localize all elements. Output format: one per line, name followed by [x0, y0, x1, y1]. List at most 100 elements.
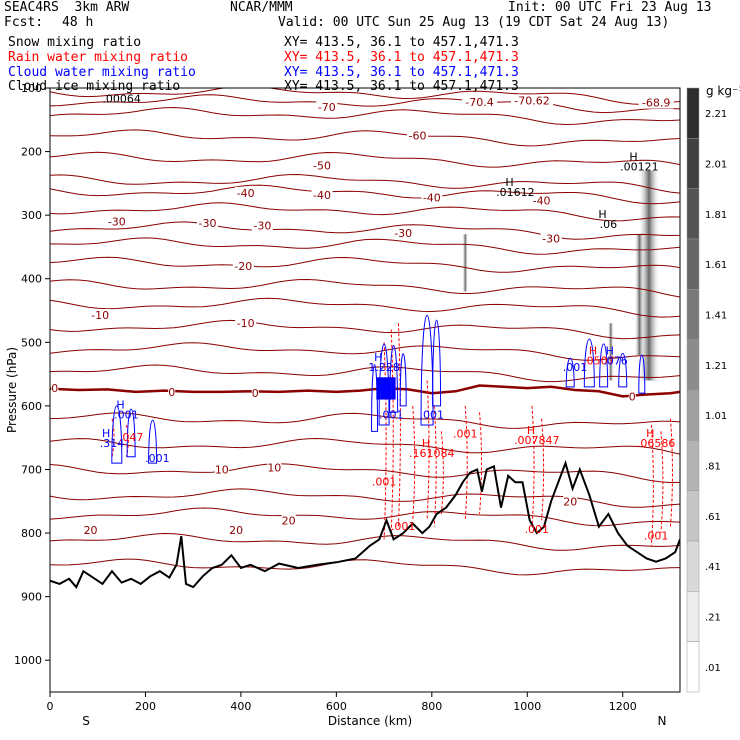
extremum-label: H.161084: [409, 437, 455, 460]
extremum-label: .00064: [102, 93, 141, 106]
extremum-value: .001: [379, 409, 404, 422]
temperature-contour-labels: -70 -70.4 -70.62 -68.9 -60 -50 -40 -40 -40 -40 -30…: [51, 94, 674, 537]
temperature-contour-line: [50, 278, 680, 298]
terrain-profile: [50, 459, 680, 589]
x-axis-title: Distance (km): [328, 714, 412, 728]
extremum-marker: H: [374, 351, 382, 364]
cloud-water-contour: [148, 419, 158, 464]
rain-contour: [433, 405, 437, 527]
extremum-label: .001: [379, 409, 404, 422]
x-tick-label: 1200: [609, 700, 637, 713]
temperature-contour-line: [50, 319, 680, 340]
temperature-contour-line: [50, 237, 680, 255]
colorbar-swatch: [686, 591, 700, 642]
colorbar-label: 2.01: [705, 160, 727, 171]
colorbar-swatch: [686, 490, 700, 542]
x-tick-label: 400: [230, 700, 251, 713]
temperature-label: 0: [168, 386, 175, 399]
temperature-label: -70.4: [465, 96, 493, 109]
temperature-label: 20: [229, 524, 243, 537]
extremum-label: H.01612: [496, 176, 535, 199]
temperature-label: -30: [542, 233, 560, 246]
extremum-marker: H: [116, 399, 124, 412]
extremum-value: .00064: [102, 93, 141, 106]
extremum-label: .001: [372, 475, 397, 488]
temperature-label: 10: [267, 462, 281, 475]
temperature-label: 20: [563, 495, 577, 508]
temperature-contour-line: [50, 342, 680, 361]
extremum-value: 1.228: [368, 361, 400, 374]
x-tick-label: 0: [47, 700, 54, 713]
colorbar-swatch: [686, 238, 700, 290]
extremum-marker: H: [598, 208, 606, 221]
x-tick-label: 800: [421, 700, 442, 713]
colorbar-swatch: [686, 87, 700, 139]
colorbar-label: .61: [705, 512, 721, 523]
rain-contour: [440, 431, 444, 515]
rain-contour: [397, 323, 401, 527]
colorbar-swatch: [686, 389, 700, 441]
extremum-value: .001: [391, 520, 416, 533]
temperature-label: -10: [91, 309, 109, 322]
temperature-label: -20: [234, 260, 252, 273]
cloud-water-contour: [371, 364, 379, 432]
cloud-water-contour: [638, 354, 646, 394]
extremum-value: .0507: [583, 355, 615, 368]
snow-ice-shading: [462, 170, 660, 381]
temperature-label: -68.9: [642, 97, 670, 110]
y-tick-label: 800: [21, 527, 42, 540]
extremum-value: .001: [525, 523, 550, 536]
extrema-labels: .00064H.01612H.00121H.06H.001H.314.047.0…: [100, 93, 676, 543]
extremum-label: H.001: [114, 399, 139, 422]
temperature-contour-line: [50, 507, 680, 527]
moisture-contours: [111, 314, 673, 546]
extremum-label: .001: [453, 428, 478, 441]
temperature-label: 20: [282, 514, 296, 527]
temperature-contour-line: [50, 221, 680, 240]
cloud-water-core: [376, 377, 381, 400]
temperature-contour-line: [50, 173, 680, 194]
extremum-label: H.007847: [514, 424, 560, 447]
x-tick-label: 600: [326, 700, 347, 713]
temperature-contour-line: [50, 106, 680, 126]
temperature-contour-line: [50, 463, 680, 484]
shade-column-3: [607, 323, 614, 381]
extremum-marker: H: [589, 345, 597, 358]
terrain-line: [50, 459, 680, 589]
temperature-contours: [50, 88, 680, 576]
cloud-water-contour: [618, 352, 628, 388]
shade-column-2: [462, 234, 469, 292]
temperature-label: -60: [409, 130, 427, 143]
y-tick-label: 600: [21, 400, 42, 413]
colorbar-label: 1.21: [705, 361, 727, 372]
temperature-label: 0: [51, 382, 58, 395]
x-axis: 0 200 400 600 800 1000 1200: [47, 692, 637, 713]
y-tick-label: 700: [21, 463, 42, 476]
temperature-contour-line: [50, 558, 680, 576]
extremum-label: H.00121: [620, 151, 659, 174]
colorbar-label: 1.41: [705, 311, 727, 322]
temperature-label: -40: [533, 195, 551, 208]
extremum-value: .001: [453, 428, 478, 441]
colorbar-label: .21: [705, 613, 721, 624]
y-tick-label: 900: [21, 591, 42, 604]
extremum-value: .01612: [496, 186, 535, 199]
temperature-contour-line: [50, 151, 680, 168]
y-axis-title: Pressure (hPa): [5, 347, 19, 433]
extremum-label: H1.228: [368, 351, 400, 374]
colorbar-swatch: [686, 138, 700, 189]
cloud-water-core: [391, 377, 396, 400]
rain-contour: [669, 418, 673, 527]
extremum-value: .001: [644, 529, 669, 542]
cloud-water-contour: [399, 353, 407, 407]
cloud-water-contour: [111, 405, 123, 464]
extremum-value: .047: [119, 431, 144, 444]
temperature-contour-line: [50, 412, 680, 429]
extremum-value: .00121: [620, 161, 659, 174]
forecast-label: Fcst:: [4, 15, 44, 30]
rain-contour: [390, 329, 394, 534]
colorbar-label: 1.61: [705, 260, 727, 271]
colorbar-label: 1.81: [705, 210, 727, 221]
extremum-marker: H: [422, 437, 430, 450]
field-name-rain: Rain water mixing ratio: [8, 50, 189, 65]
